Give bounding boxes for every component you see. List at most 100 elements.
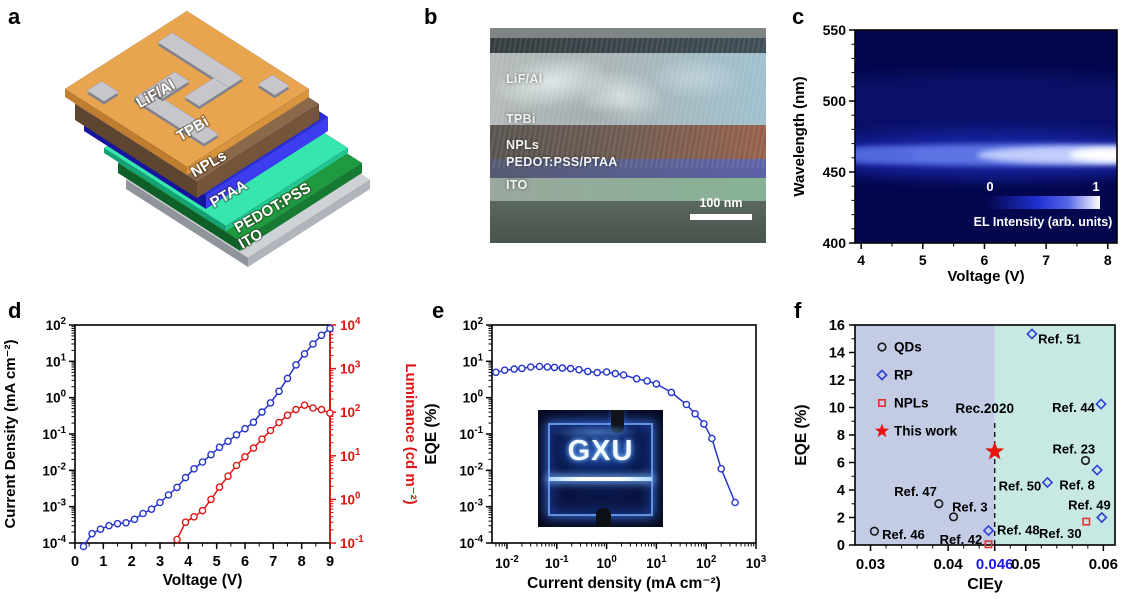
point-label: Ref. 47 bbox=[894, 484, 937, 499]
tick-label: 10-1 bbox=[459, 425, 483, 442]
data-point-ref-48: Ref. 48 bbox=[982, 522, 1040, 537]
tick-label: 102 bbox=[696, 554, 716, 571]
y-axis-title: EQE (%) bbox=[793, 404, 810, 465]
marker-diamond bbox=[982, 524, 995, 537]
eqe-point bbox=[518, 364, 526, 373]
legend-item-this-work: This work bbox=[874, 423, 958, 439]
y-axis-title-right: Luminance (cd m⁻²) bbox=[402, 363, 419, 504]
sem-layer-npls bbox=[490, 159, 766, 178]
point-label: Ref. 51 bbox=[1038, 331, 1081, 346]
data-point-ref-46: Ref. 46 bbox=[869, 526, 925, 542]
marker-circle bbox=[948, 512, 959, 522]
sem-layer-pedot-ptaa bbox=[490, 178, 766, 201]
eqe-point bbox=[558, 364, 567, 372]
eqe-point bbox=[575, 365, 583, 374]
eqe-point bbox=[682, 400, 691, 409]
axis-text: 4 bbox=[857, 252, 865, 268]
marker-diamond bbox=[1091, 464, 1103, 476]
marker-square bbox=[984, 540, 993, 549]
current-density-point bbox=[139, 509, 147, 518]
current-density-point bbox=[130, 515, 139, 524]
tick-label: 102 bbox=[463, 316, 483, 333]
current-density-point bbox=[79, 542, 88, 551]
panel-letter-e: e bbox=[432, 298, 445, 323]
tick-label: 100 bbox=[463, 389, 483, 406]
tick-label: 10-3 bbox=[459, 498, 483, 515]
current-density-point bbox=[122, 518, 130, 527]
luminance-point bbox=[292, 405, 300, 414]
el-intensity-heatmap: 0 1 EL Intensity (arb. units) 400 450 500 550 4… bbox=[791, 22, 1118, 285]
sem-label-npls: NPLs bbox=[506, 138, 540, 152]
legend-item-qds: QDs bbox=[877, 340, 922, 355]
eqe-series bbox=[492, 362, 739, 507]
current-density-point bbox=[164, 491, 173, 499]
colorbar-title: EL Intensity (arb. units) bbox=[974, 215, 1113, 229]
axis-text: 8 bbox=[298, 554, 306, 570]
luminance-point bbox=[300, 401, 309, 409]
current-density-point bbox=[156, 498, 164, 507]
current-density-series bbox=[79, 324, 334, 551]
luminance-point bbox=[317, 405, 326, 414]
sem-layer-tpbi bbox=[490, 125, 766, 159]
luminance-point bbox=[207, 495, 215, 504]
panel-letter-f: f bbox=[794, 298, 802, 323]
eqe-point bbox=[602, 368, 611, 376]
x-axis-title: Voltage (V) bbox=[947, 268, 1024, 285]
current-density-point bbox=[96, 525, 105, 533]
point-label: Ref. 23 bbox=[1053, 441, 1096, 456]
heatmap-area: 0 1 EL Intensity (arb. units) bbox=[855, 30, 1117, 243]
axis-text: 1 bbox=[99, 554, 107, 570]
axis-text: 0 bbox=[71, 554, 79, 570]
eqe-point bbox=[652, 380, 661, 388]
luminance-series bbox=[173, 401, 334, 544]
x-axis-title: CIEy bbox=[967, 576, 1003, 593]
device-emission-text: GXU bbox=[567, 435, 634, 467]
axis-text: 8 bbox=[837, 428, 845, 444]
tick-label: 10-4 bbox=[42, 534, 66, 551]
tick-label: 102 bbox=[46, 316, 66, 333]
data-point-ref-47: Ref. 47 bbox=[894, 484, 944, 509]
axis-text: 9 bbox=[326, 554, 334, 570]
eqe-point bbox=[543, 363, 552, 371]
luminance-point bbox=[232, 461, 241, 470]
axis-text: 0 bbox=[837, 538, 845, 554]
current-density-line bbox=[82, 327, 331, 547]
current-density-point bbox=[232, 430, 241, 439]
marker-star bbox=[985, 441, 1005, 460]
data-point-ref-30: Ref. 30 bbox=[1039, 517, 1091, 541]
sem-top-edge bbox=[490, 28, 766, 38]
tick-label: 101 bbox=[340, 447, 361, 464]
eqe-point bbox=[535, 362, 544, 371]
device-outline bbox=[548, 423, 653, 516]
tick-label: 101 bbox=[646, 554, 667, 571]
eqe-point bbox=[632, 375, 641, 383]
marker-circle bbox=[934, 499, 944, 509]
colorbar-min: 0 bbox=[986, 179, 993, 194]
axis-text: 6 bbox=[981, 252, 989, 268]
region-1 bbox=[994, 325, 1115, 545]
current-density-point bbox=[300, 350, 309, 358]
rec2020-label: Rec.2020 bbox=[955, 401, 1014, 416]
data-point-ref-50: Ref. 50 bbox=[999, 476, 1054, 493]
current-density-point bbox=[309, 340, 317, 348]
eqe-point bbox=[526, 363, 535, 371]
tick-label: 101 bbox=[463, 352, 484, 369]
luminance-point bbox=[326, 409, 334, 417]
sem-layer-ito bbox=[490, 201, 766, 243]
tick-label: 10-4 bbox=[459, 534, 483, 551]
tick-label: 10-2 bbox=[459, 461, 483, 478]
axis-text: 6 bbox=[837, 456, 845, 472]
luminance-point bbox=[181, 518, 190, 526]
eqe-point bbox=[510, 365, 518, 373]
axis-text: 500 bbox=[823, 93, 847, 109]
probe-top bbox=[610, 410, 624, 433]
marker-circle bbox=[869, 526, 880, 536]
current-density-point bbox=[198, 458, 207, 466]
eqe-point bbox=[550, 363, 559, 372]
eqe-point bbox=[700, 420, 708, 428]
device-emission-bar bbox=[549, 477, 652, 481]
eqe-point bbox=[500, 366, 509, 374]
tick-label: 102 bbox=[340, 403, 360, 420]
